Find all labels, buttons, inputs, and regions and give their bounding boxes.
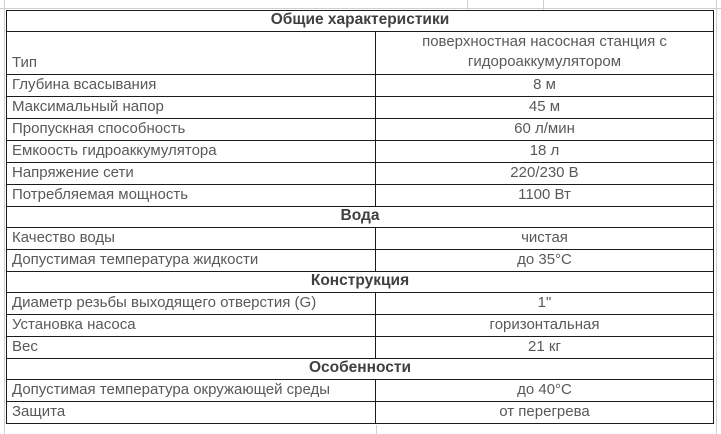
spec-row: Защита от перегрева (6, 401, 714, 424)
spec-row: Потребляемая мощность 1100 Вт (6, 184, 714, 207)
spec-row: Установка насоса горизонтальная (6, 314, 714, 337)
spec-row: Емкоость гидроаккумулятора 18 л (6, 140, 714, 163)
spec-row: Тип поверхностная насосная станция с гидо… (6, 31, 714, 75)
spec-row: Максимальный напор 45 м (6, 96, 714, 119)
spec-row: Пропускная способность 60 л/мин (6, 118, 714, 141)
spec-row: Вес 21 кг (6, 336, 714, 359)
section-header-row: Конструкция (6, 271, 714, 293)
spec-label: Установка насоса (6, 314, 376, 337)
spec-value: до 40°C (375, 379, 714, 402)
section-header: Общие характеристики (6, 10, 714, 32)
section-header-row: Особенности (6, 358, 714, 380)
spec-label: Защита (6, 401, 376, 424)
spec-label: Потребляемая мощность (6, 184, 376, 207)
spec-label: Качество воды (6, 227, 376, 250)
spec-value: горизонтальная (375, 314, 714, 337)
spec-row: Качество воды чистая (6, 227, 714, 250)
spec-label: Вес (6, 336, 376, 359)
gridline-vertical-bottom (376, 425, 377, 434)
spec-value: 1" (375, 292, 714, 315)
spec-label: Допустимая температура жидкости (6, 249, 376, 272)
spec-row: Напряжение сети 220/230 В (6, 162, 714, 185)
spec-value: 21 кг (375, 336, 714, 359)
spec-row: Диаметр резьбы выходящего отверстия (G) 1… (6, 292, 714, 315)
section-header-row: Вода (6, 206, 714, 228)
spec-value: 45 м (375, 96, 714, 119)
spec-label: Глубина всасывания (6, 74, 376, 97)
section-header: Вода (6, 206, 714, 228)
spec-label: Диаметр резьбы выходящего отверстия (G) (6, 292, 376, 315)
section-header: Конструкция (6, 271, 714, 293)
spec-value: 8 м (375, 74, 714, 97)
section-header: Особенности (6, 358, 714, 380)
spec-table-body: Общие характеристики Тип поверхностная нас… (6, 10, 714, 424)
spec-value: поверхностная насосная станция с гидороа… (375, 31, 714, 75)
spec-value: 220/230 В (375, 162, 714, 185)
spec-label: Допустимая температура окружающей среды (6, 379, 376, 402)
spec-value: чистая (375, 227, 714, 250)
section-header-row: Общие характеристики (6, 10, 714, 32)
spec-label: Тип (6, 31, 376, 75)
gridline-vertical-top-a (467, 0, 468, 10)
spec-value: от перегрева (375, 401, 714, 424)
spec-value: до 35°C (375, 249, 714, 272)
spec-table: Общие характеристики Тип поверхностная нас… (6, 10, 714, 424)
spec-label: Максимальный напор (6, 96, 376, 119)
spec-row: Глубина всасывания 8 м (6, 74, 714, 97)
gridline-horizontal-top (0, 8, 721, 9)
spec-label: Напряжение сети (6, 162, 376, 185)
spec-row: Допустимая температура жидкости до 35°C (6, 249, 714, 272)
spec-label: Емкоость гидроаккумулятора (6, 140, 376, 163)
spec-label: Пропускная способность (6, 118, 376, 141)
gridline-vertical-right (716, 0, 717, 434)
spec-value: 18 л (375, 140, 714, 163)
spec-value: 1100 Вт (375, 184, 714, 207)
gridline-vertical-top-b (543, 0, 544, 10)
gridline-vertical-left (4, 0, 5, 434)
spec-value: 60 л/мин (375, 118, 714, 141)
spec-row: Допустимая температура окружающей среды д… (6, 379, 714, 402)
